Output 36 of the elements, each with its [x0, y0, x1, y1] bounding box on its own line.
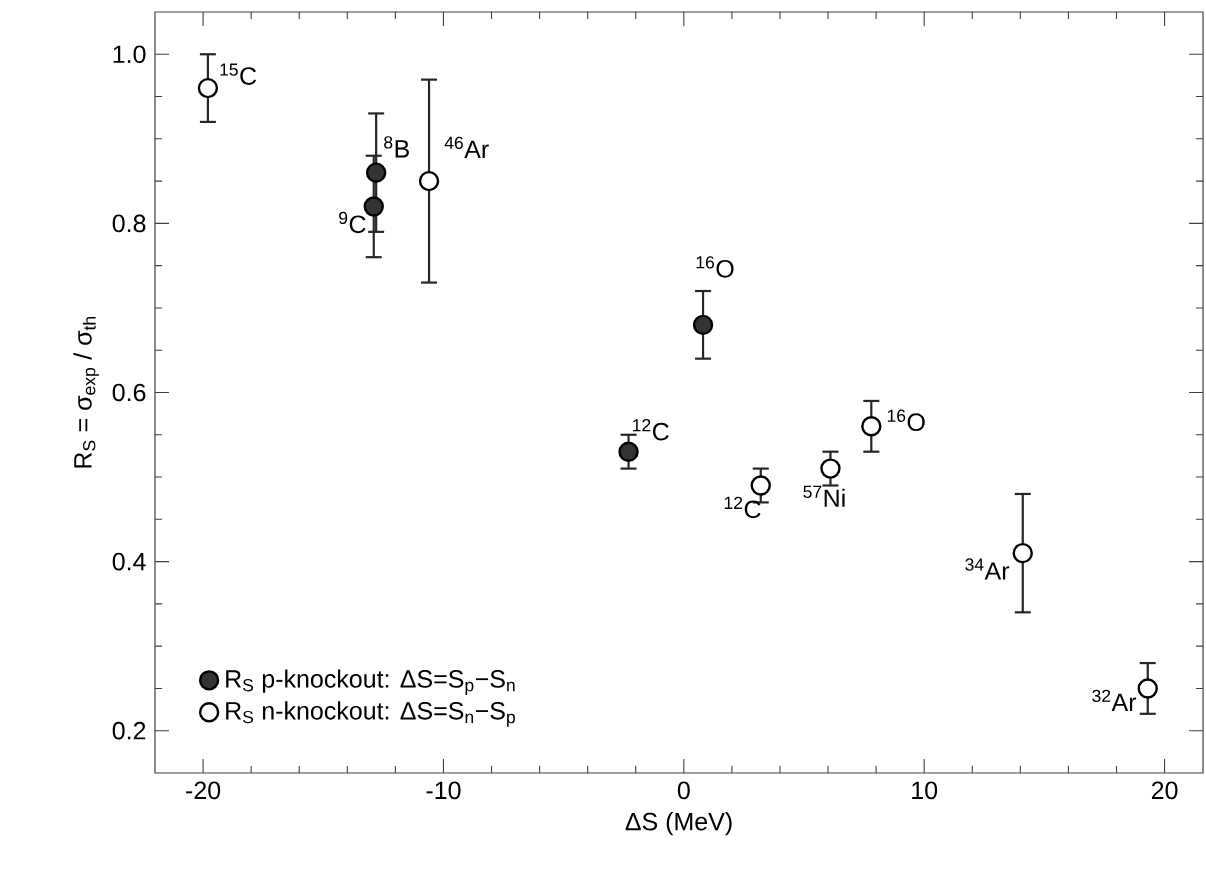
annotation: $^{12}$C [633, 418, 669, 441]
point [1137, 678, 1158, 699]
y-tick-label: 1.0 [113, 45, 146, 64]
y-tick-label: 0.4 [112, 552, 146, 571]
point [618, 441, 639, 462]
point [1012, 542, 1033, 564]
y-axis-title: R$_{S}$ = σ$_{exp}$ / σ$_{th}$ [73, 317, 99, 468]
annotation: $^{15}$C [220, 63, 257, 85]
annotation: $^{46}$Ar [444, 136, 489, 158]
annotation: $^{16}$O [887, 409, 925, 432]
legend-label: R$_{S}$ p-knockout: ΔS=S$_{p}$−S$_{n}$ [226, 669, 515, 695]
y-tick-label: 0.8 [112, 214, 146, 233]
annotation: $^{32}$Ar [1092, 689, 1137, 711]
point [692, 314, 714, 336]
x-tick-label: 10 [912, 781, 938, 800]
annotation: $^{34}$Ar [965, 558, 1010, 580]
point [197, 77, 219, 99]
legend-label: R$_{S}$ n-knockout: ΔS=S$_{n}$−S$_{p}$ [226, 701, 515, 727]
point [820, 458, 841, 479]
annotation: $^{12}$C [724, 496, 761, 519]
annotation: $^{57}$Ni [803, 485, 845, 507]
y-tick-label: 0.2 [112, 721, 146, 740]
x-tick-label: 20 [1151, 781, 1178, 800]
x-tick-label: -20 [186, 781, 221, 800]
annotation: $^{8}$B [384, 136, 409, 158]
y-tick-label: 0.6 [112, 383, 146, 402]
x-tick-label: -10 [426, 781, 461, 800]
x-axis-title: ΔS (MeV) [625, 812, 732, 836]
point [363, 196, 384, 217]
point [750, 475, 771, 496]
x-tick-label: 0 [677, 781, 690, 800]
point [418, 170, 440, 192]
annotation: $^{16}$O [696, 256, 734, 278]
point [861, 416, 882, 437]
point [365, 162, 387, 183]
annotation: $^{9}$C [339, 211, 366, 234]
